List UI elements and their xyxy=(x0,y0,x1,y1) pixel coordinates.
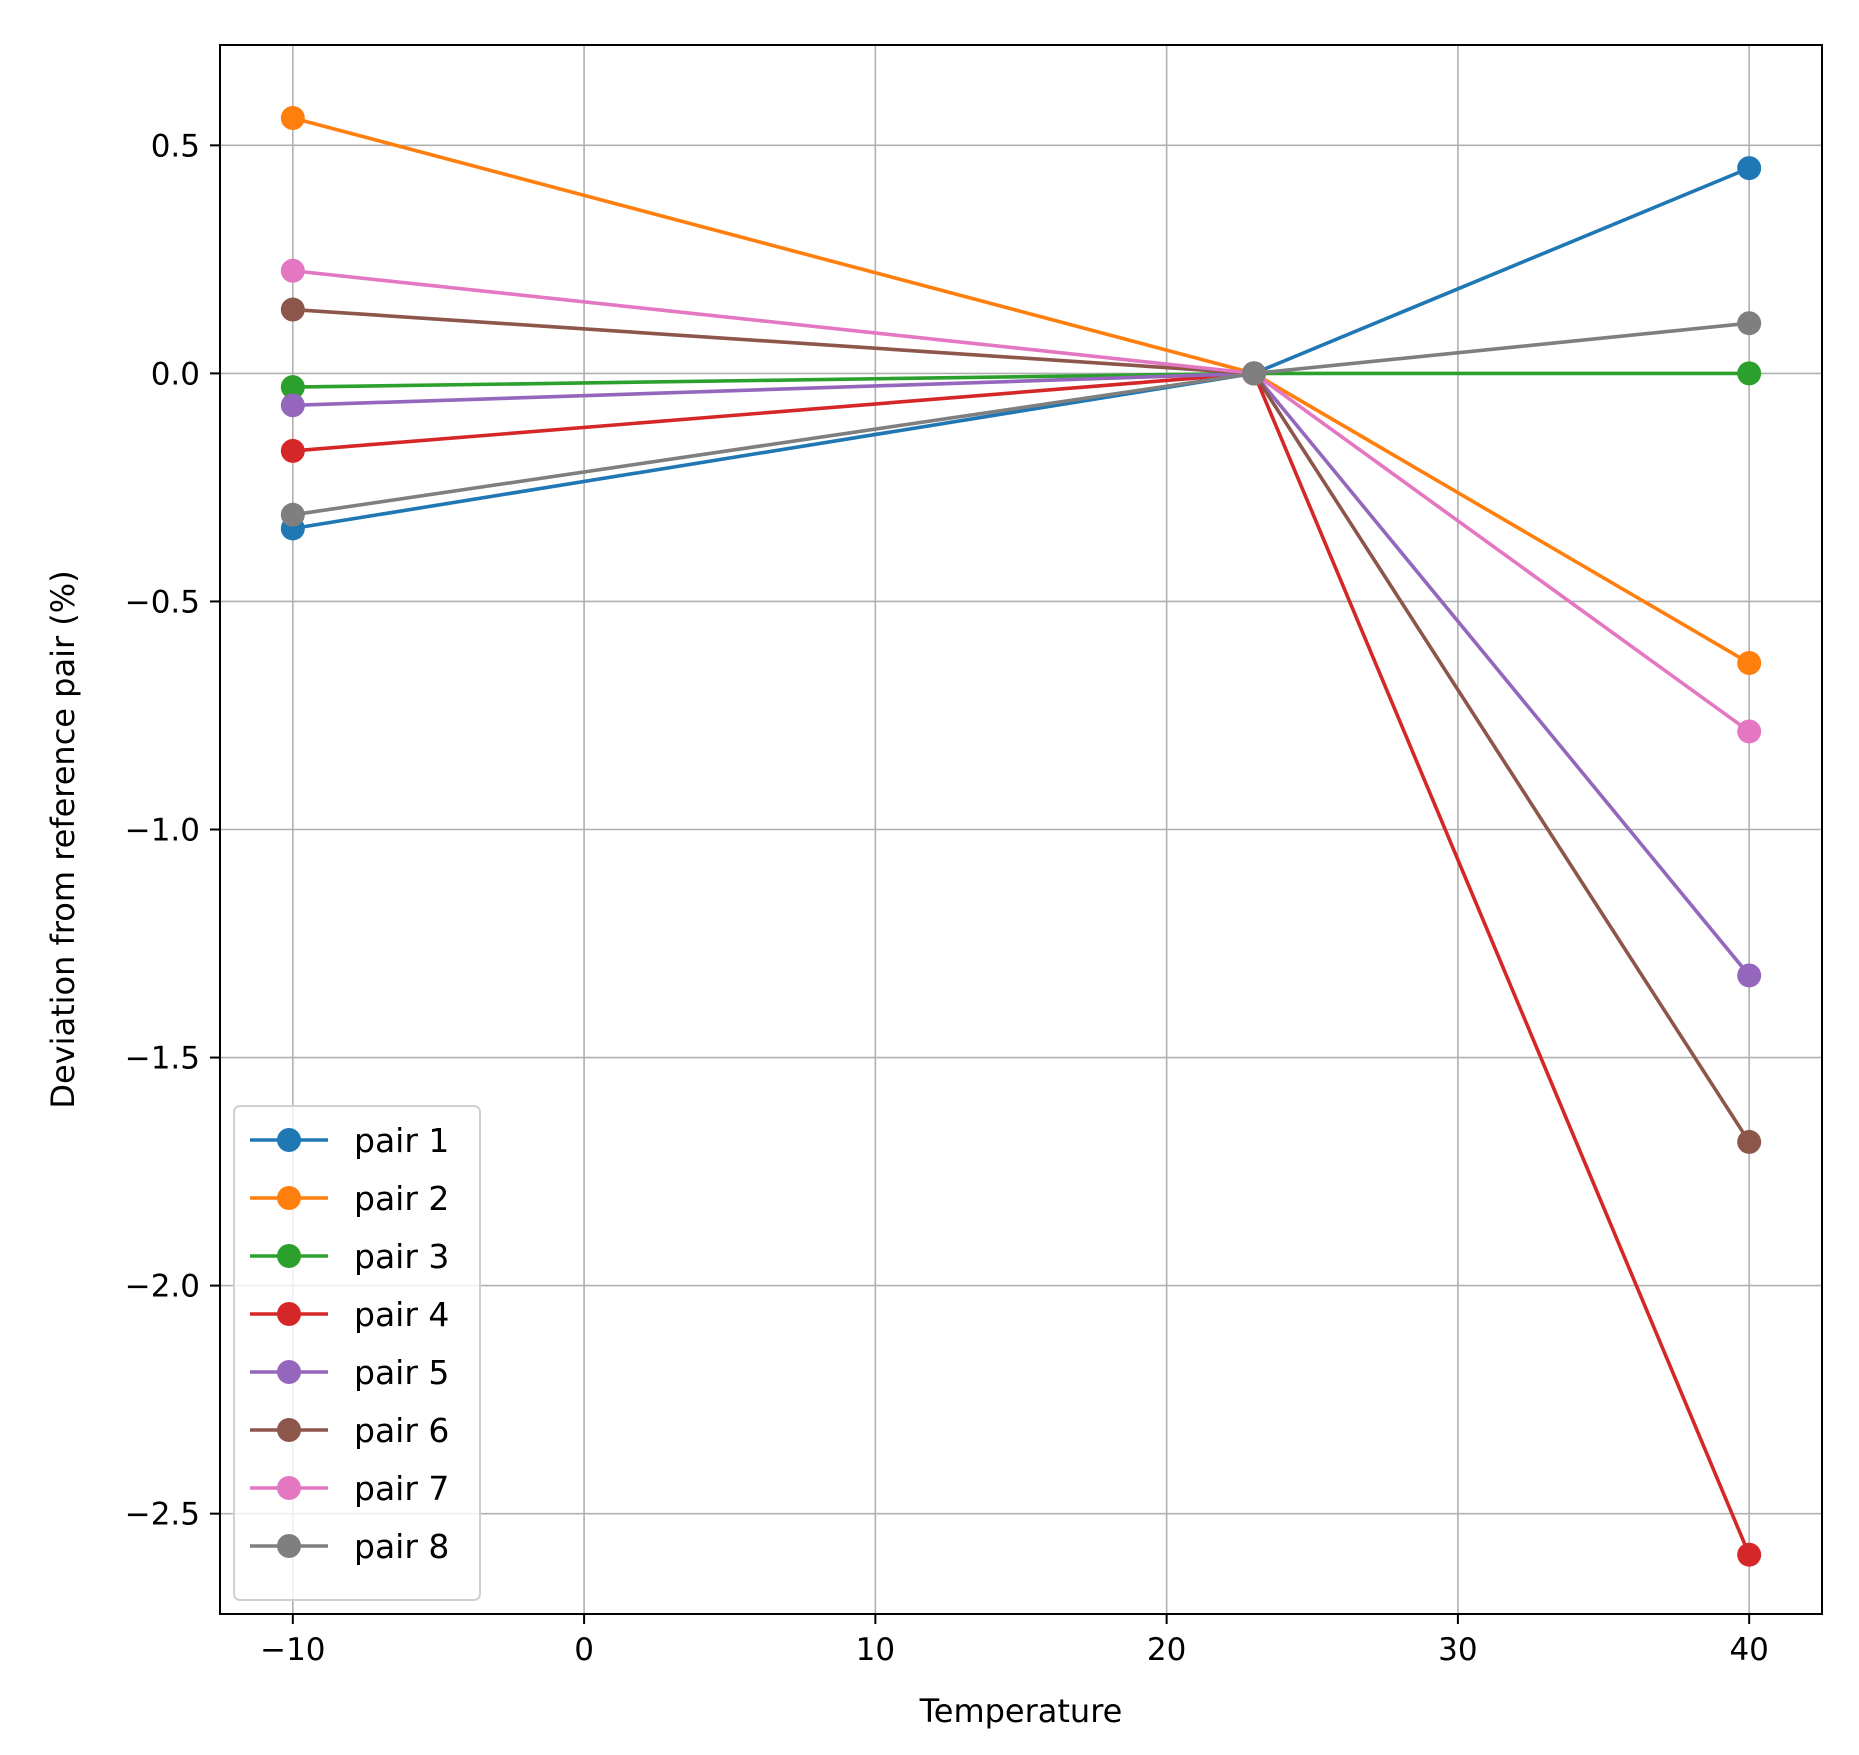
grid xyxy=(220,45,1822,1614)
legend-item[interactable]: pair 5 xyxy=(250,1353,449,1392)
legend-label: pair 4 xyxy=(354,1295,449,1334)
x-tick-label: −10 xyxy=(260,1632,325,1668)
legend-label: pair 6 xyxy=(354,1411,449,1450)
x-tick-label: 40 xyxy=(1729,1632,1768,1668)
y-tick-label: 0.0 xyxy=(151,356,200,392)
data-point xyxy=(1242,361,1267,386)
legend-label: pair 1 xyxy=(354,1121,449,1160)
legend-item[interactable]: pair 8 xyxy=(250,1527,449,1566)
data-point xyxy=(1737,1542,1762,1567)
data-point xyxy=(280,393,305,418)
legend-label: pair 7 xyxy=(354,1469,449,1508)
legend[interactable]: pair 1 pair 2 pair 3 pair 4 pair 5 pair 6 pair… xyxy=(233,1105,481,1601)
x-tick-label: 0 xyxy=(574,1632,594,1668)
data-point xyxy=(1737,311,1762,336)
legend-label: pair 3 xyxy=(354,1237,449,1276)
y-tick-label: −2.5 xyxy=(125,1497,200,1533)
legend-marker xyxy=(277,1128,301,1152)
legend-item[interactable]: pair 4 xyxy=(250,1295,449,1334)
data-point xyxy=(1737,651,1762,676)
legend-label: pair 2 xyxy=(354,1179,449,1218)
legend-item[interactable]: pair 1 xyxy=(250,1121,449,1160)
y-tick-label: −2.0 xyxy=(125,1269,200,1305)
series-group xyxy=(280,105,1762,1567)
legend-marker xyxy=(277,1302,301,1326)
legend-item[interactable]: pair 3 xyxy=(250,1237,449,1276)
legend-marker xyxy=(277,1244,301,1268)
data-point xyxy=(280,105,305,130)
data-point xyxy=(280,438,305,463)
x-tick-label: 30 xyxy=(1438,1632,1477,1668)
y-tick-label: −1.0 xyxy=(125,813,200,849)
data-point xyxy=(1737,963,1762,988)
legend-box xyxy=(233,1105,481,1601)
x-tick-label: 20 xyxy=(1147,1632,1186,1668)
data-point xyxy=(280,258,305,283)
data-point xyxy=(280,297,305,322)
data-point xyxy=(1737,361,1762,386)
x-tick-label: 10 xyxy=(856,1632,895,1668)
legend-marker xyxy=(277,1186,301,1210)
legend-marker xyxy=(277,1418,301,1442)
y-tick-label: 0.5 xyxy=(151,128,200,164)
data-point xyxy=(280,375,305,400)
legend-item[interactable]: pair 2 xyxy=(250,1179,449,1218)
legend-marker xyxy=(277,1534,301,1558)
data-point xyxy=(1737,719,1762,744)
data-point xyxy=(280,502,305,527)
legend-marker xyxy=(277,1476,301,1500)
data-point xyxy=(1737,156,1762,181)
legend-label: pair 8 xyxy=(354,1527,449,1566)
ticks: −10 0 10 20 30 40 0.5 0.0 −0.5 −1.0 −1.5 −2.0 −2.5 xyxy=(125,128,1769,1668)
data-point xyxy=(1737,1129,1762,1154)
series-pair-8 xyxy=(280,311,1762,527)
x-axis-label: Temperature xyxy=(919,1692,1123,1730)
legend-label: pair 5 xyxy=(354,1353,449,1392)
y-tick-label: −1.5 xyxy=(125,1041,200,1077)
legend-marker xyxy=(277,1360,301,1384)
y-axis-label: Deviation from reference pair (%) xyxy=(44,570,82,1108)
legend-item[interactable]: pair 7 xyxy=(250,1469,449,1508)
y-tick-label: −0.5 xyxy=(125,584,200,620)
legend-item[interactable]: pair 6 xyxy=(250,1411,449,1450)
